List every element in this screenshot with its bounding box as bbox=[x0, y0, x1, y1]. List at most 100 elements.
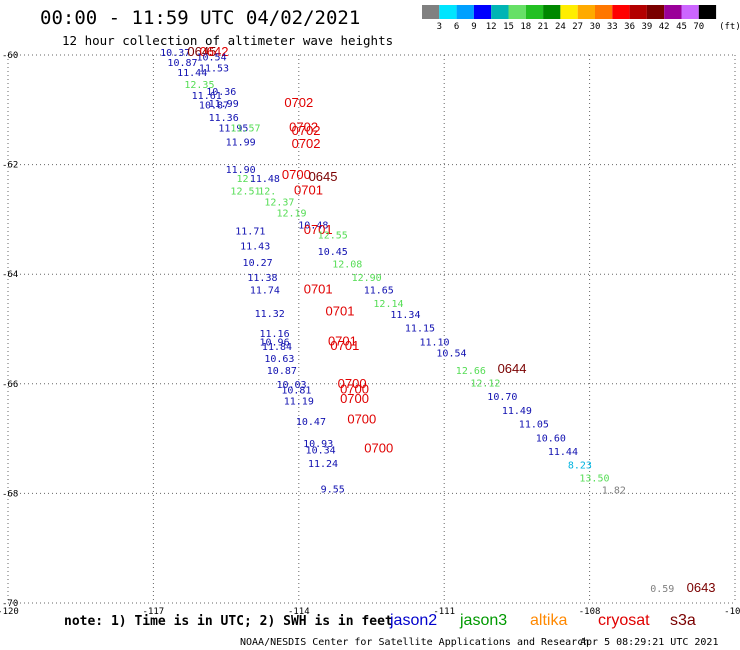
wave-height-label: 11.74 bbox=[250, 285, 280, 296]
color-scale-label: 70 bbox=[693, 22, 704, 32]
y-tick-label: -62 bbox=[2, 161, 18, 171]
wave-height-label: 10.36 bbox=[206, 87, 236, 98]
wave-height-label: 10.70 bbox=[487, 392, 517, 403]
wave-height-label: 11.05 bbox=[519, 420, 549, 431]
color-swatch bbox=[681, 5, 699, 19]
y-tick-label: -66 bbox=[2, 380, 18, 390]
wave-height-label: 1.82 bbox=[602, 485, 626, 496]
color-swatch bbox=[646, 5, 665, 19]
color-swatch bbox=[612, 5, 630, 19]
chart-subtitle: 12 hour collection of altimeter wave hei… bbox=[62, 33, 393, 48]
wave-height-label: 12.12 bbox=[470, 379, 500, 390]
color-scale-label: 3 bbox=[437, 22, 442, 32]
pass-time-label: 0701 bbox=[304, 222, 333, 237]
wave-height-label: 12.14 bbox=[373, 299, 403, 310]
y-tick-label: -70 bbox=[2, 599, 18, 609]
wave-height-label: 11.99 bbox=[226, 137, 256, 148]
pass-time-label: 0642 bbox=[200, 44, 229, 59]
pass-time-label: 0702 bbox=[289, 120, 318, 135]
color-swatch bbox=[629, 5, 647, 19]
legend-cryosat: cryosat bbox=[598, 612, 650, 629]
wave-height-label: 10.96 bbox=[260, 337, 290, 348]
x-axis-ticks: -120 -117 -114 -111 -108 -105 bbox=[0, 607, 740, 617]
color-scale-label: 45 bbox=[676, 22, 687, 32]
pass-time-label: 0701 bbox=[304, 281, 333, 296]
wave-height-label: 11.10 bbox=[419, 337, 449, 348]
color-scale-label: 30 bbox=[590, 22, 601, 32]
wave-height-label: 9.55 bbox=[321, 484, 345, 495]
chart-title: 00:00 - 11:59 UTC 04/02/2021 bbox=[40, 7, 360, 29]
color-scale-label: 27 bbox=[572, 22, 583, 32]
pass-time-label: 0700 bbox=[364, 440, 393, 455]
color-scale-label: 24 bbox=[555, 22, 566, 32]
color-swatch bbox=[439, 5, 457, 19]
y-tick-label: -68 bbox=[2, 489, 18, 499]
wave-height-label: 12.55 bbox=[318, 231, 348, 242]
color-scale-unit: (ft) bbox=[719, 22, 740, 32]
color-swatch bbox=[456, 5, 474, 19]
wave-height-label: 10.87 bbox=[167, 58, 197, 69]
pass-time-label: 0700 bbox=[338, 376, 367, 391]
wave-height-label: 11.95 bbox=[218, 124, 248, 135]
x-tick-label: -114 bbox=[288, 607, 310, 617]
legend-jason2: jason2 bbox=[389, 612, 437, 629]
wave-height-label: 12.51 bbox=[230, 187, 260, 198]
color-scale-label: 9 bbox=[471, 22, 476, 32]
pass-time-label: 0700 bbox=[282, 167, 311, 182]
wave-height-label: 11.53 bbox=[199, 63, 229, 74]
color-scale-label: 42 bbox=[659, 22, 670, 32]
wave-height-label: 10.34 bbox=[306, 445, 336, 456]
wave-height-label: 12.19 bbox=[276, 209, 306, 220]
color-scale-label: 39 bbox=[641, 22, 652, 32]
y-tick-label: -60 bbox=[2, 51, 18, 61]
x-tick-label: -108 bbox=[579, 607, 601, 617]
wave-height-label: 11.99 bbox=[209, 99, 239, 110]
color-swatch bbox=[508, 5, 526, 19]
color-scale-label: 12 bbox=[486, 22, 497, 32]
wave-height-label: 12.08 bbox=[332, 260, 362, 271]
pass-time-label: 0702 bbox=[292, 123, 321, 138]
pass-time-label: 0701 bbox=[326, 303, 355, 318]
wave-height-label: 10.27 bbox=[243, 258, 273, 269]
color-swatch bbox=[543, 5, 561, 19]
wave-height-label: 10.54 bbox=[197, 52, 227, 63]
color-swatch bbox=[664, 5, 682, 19]
pass-time-label: 0645 bbox=[187, 44, 216, 59]
wave-height-label: 12. bbox=[236, 174, 254, 185]
wave-height-label: 11.43 bbox=[240, 242, 270, 253]
wave-height-label: 11.61 bbox=[192, 91, 222, 102]
wave-height-label: 11.34 bbox=[390, 310, 420, 321]
wave-height-label: 11.19 bbox=[284, 397, 314, 408]
x-tick-label: -120 bbox=[0, 607, 19, 617]
wave-height-label: 10.87 bbox=[267, 366, 297, 377]
wave-height-label: 10.63 bbox=[264, 354, 294, 365]
wave-height-label: 12.35 bbox=[184, 80, 214, 91]
color-swatch bbox=[422, 5, 440, 19]
color-swatch bbox=[577, 5, 595, 19]
wave-height-label: 11.90 bbox=[226, 165, 256, 176]
pass-time-label: 0643 bbox=[687, 580, 716, 595]
wave-height-label: 10.81 bbox=[281, 386, 311, 397]
wave-height-label: 13.50 bbox=[579, 473, 609, 484]
wave-height-label: 11.57 bbox=[230, 124, 260, 135]
y-axis-ticks: -60 -62 -64 -66 -68 -70 bbox=[2, 51, 18, 609]
x-tick-label: -117 bbox=[143, 607, 165, 617]
wave-height-label: 12. bbox=[258, 187, 276, 198]
wave-height-label: 10.87 bbox=[199, 101, 229, 112]
wave-height-label: 10.60 bbox=[536, 433, 566, 444]
wave-height-label: 11.32 bbox=[255, 309, 285, 320]
legend-altika: altika bbox=[530, 612, 567, 629]
wave-height-label: 10.03 bbox=[276, 380, 306, 391]
wave-height-label: 10.37 bbox=[160, 48, 190, 59]
wave-height-label: 10.48 bbox=[298, 221, 328, 232]
wave-height-label: 12.37 bbox=[264, 198, 294, 209]
color-swatch bbox=[473, 5, 492, 19]
credit-text: NOAA/NESDIS Center for Satellite Applica… bbox=[240, 637, 589, 648]
wave-height-label: 12.66 bbox=[456, 366, 486, 377]
wave-height-label: 11.44 bbox=[177, 68, 207, 79]
color-scale-label: 33 bbox=[607, 22, 618, 32]
wave-height-label: 11.16 bbox=[260, 329, 290, 340]
satellite-legend: jason2 jason3 altika cryosat s3a bbox=[389, 612, 696, 629]
